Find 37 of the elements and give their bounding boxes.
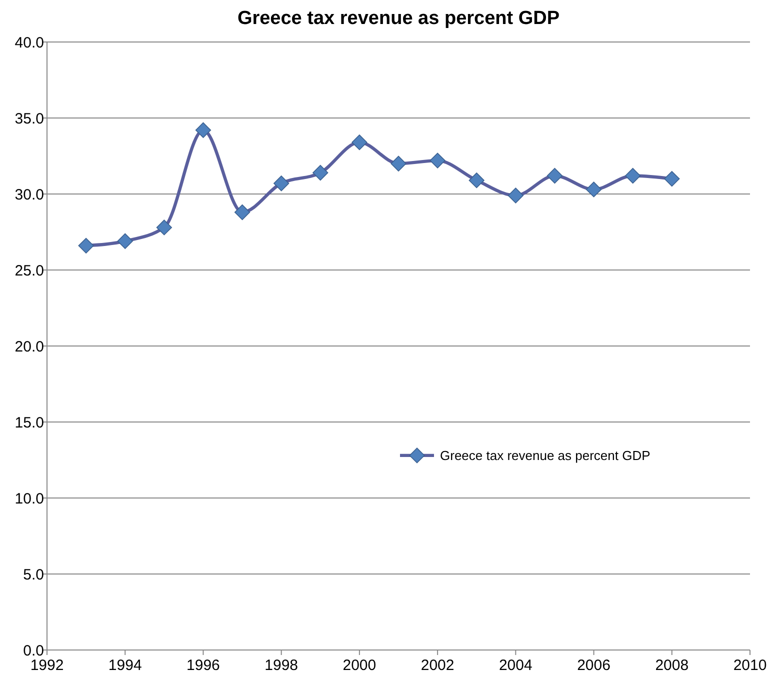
x-tick-label: 2010 [733,657,767,674]
y-tick-label: 0.0 [23,642,44,660]
point [508,188,524,204]
y-tick-label: 30.0 [14,186,44,204]
point [352,134,368,150]
y-tick-label: 15.0 [14,414,44,432]
point [234,204,250,220]
point [468,172,484,188]
y-tick-label: 5.0 [23,566,44,584]
point [390,156,406,172]
point [586,182,602,198]
point [546,168,563,184]
y-tick-label: 35.0 [14,110,44,128]
legend-label: Greece tax revenue as percent GDP [440,448,650,463]
y-tick-label: 25.0 [14,262,44,280]
x-tick-label: 1994 [108,657,142,674]
chart-title: Greece tax revenue as percent GDP [237,8,560,29]
x-tick-label: 2000 [342,657,376,674]
point [156,220,172,236]
point [312,164,328,181]
x-tick-label: 2008 [655,657,689,674]
x-tick-label: 2004 [498,657,532,674]
y-tick-label: 20.0 [14,338,44,356]
x-tick-label: 1996 [186,657,220,674]
y-tick-label: 40.0 [14,34,44,52]
point [274,176,290,192]
point [430,152,446,168]
point [195,122,212,138]
x-tick-label: 1992 [30,657,64,674]
point [117,233,133,249]
x-tick-label: 2002 [420,657,454,674]
point [664,170,680,187]
y-tick-label: 10.0 [14,490,44,508]
point [625,168,641,184]
x-tick-label: 1998 [264,657,298,674]
point [78,238,94,254]
x-tick-label: 2006 [577,657,610,674]
